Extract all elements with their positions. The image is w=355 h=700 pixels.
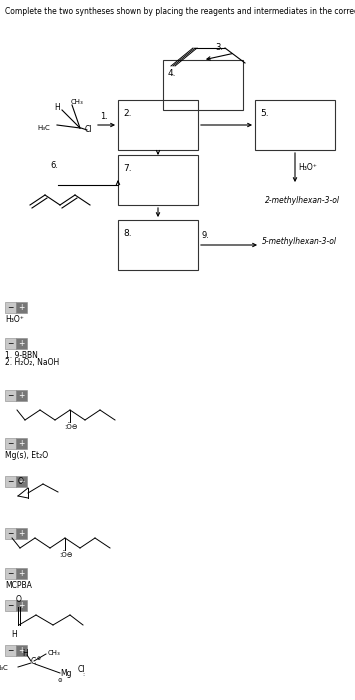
Bar (5, 568, 16, 579)
Bar (16, 438, 27, 449)
Text: +: + (18, 529, 24, 538)
Bar (163, 60, 243, 110)
Text: H: H (54, 104, 60, 113)
Bar (16, 476, 27, 487)
Bar (16, 528, 27, 539)
Text: 2.: 2. (123, 109, 131, 118)
Text: −: − (7, 303, 13, 312)
Text: MCPBA: MCPBA (5, 581, 32, 590)
Text: Complete the two syntheses shown by placing the reagents and intermediates in th: Complete the two syntheses shown by plac… (5, 7, 355, 16)
Text: 9.: 9. (202, 231, 210, 240)
Text: H₃O⁺: H₃O⁺ (298, 164, 317, 172)
Text: 1. 9-BBN: 1. 9-BBN (5, 351, 38, 360)
Bar (255, 100, 335, 150)
Bar (16, 645, 27, 656)
Text: :: : (82, 673, 84, 678)
Bar (5, 528, 16, 539)
Text: −: − (7, 439, 13, 448)
Text: +: + (18, 477, 24, 486)
Text: +: + (18, 339, 24, 348)
Text: H₃C: H₃C (0, 665, 8, 671)
Text: Cl: Cl (85, 125, 93, 134)
Text: −: − (7, 646, 13, 655)
Text: :Ö⊖: :Ö⊖ (59, 551, 73, 558)
Text: Mg(s), Et₂O: Mg(s), Et₂O (5, 451, 48, 460)
Text: ⊕: ⊕ (37, 657, 41, 661)
Text: CH₃: CH₃ (48, 650, 61, 656)
Text: −: − (7, 339, 13, 348)
Text: :Ö⊖: :Ö⊖ (64, 423, 78, 430)
Bar (16, 600, 27, 611)
Text: −: − (7, 601, 13, 610)
Bar (5, 600, 16, 611)
Bar (16, 338, 27, 349)
Text: 5.: 5. (260, 109, 269, 118)
Text: 1.: 1. (100, 112, 108, 121)
Text: 2. H₂O₂, NaOH: 2. H₂O₂, NaOH (5, 358, 59, 367)
Text: 8.: 8. (123, 229, 132, 238)
Text: 4.: 4. (168, 69, 176, 78)
Text: O: O (16, 595, 22, 604)
Text: H₃C: H₃C (37, 125, 50, 131)
Bar (5, 438, 16, 449)
Bar (5, 338, 16, 349)
Bar (5, 302, 16, 313)
Text: 5-methylhexan-3-ol: 5-methylhexan-3-ol (262, 237, 337, 246)
Bar (5, 390, 16, 401)
Text: Cl: Cl (78, 666, 86, 675)
Text: H: H (11, 630, 17, 639)
Bar (118, 155, 198, 205)
Text: −: − (7, 477, 13, 486)
Text: 7.: 7. (123, 164, 132, 173)
Bar (16, 302, 27, 313)
Bar (5, 476, 16, 487)
Text: −: − (7, 569, 13, 578)
Text: +: + (18, 601, 24, 610)
Text: H₃O⁺: H₃O⁺ (5, 315, 24, 324)
Text: H: H (22, 648, 28, 657)
Bar (16, 568, 27, 579)
Text: +: + (18, 569, 24, 578)
Text: +: + (18, 439, 24, 448)
Text: +: + (18, 391, 24, 400)
Bar (5, 645, 16, 656)
Bar (118, 100, 198, 150)
Text: CH₃: CH₃ (71, 99, 84, 105)
Text: ⊖: ⊖ (58, 678, 62, 683)
Text: C: C (31, 657, 36, 666)
Bar (118, 220, 198, 270)
Text: 3.: 3. (215, 43, 223, 52)
Bar (16, 390, 27, 401)
Text: +: + (18, 646, 24, 655)
Text: +: + (18, 303, 24, 312)
Text: −: − (7, 391, 13, 400)
Text: −: − (7, 529, 13, 538)
Text: 2-methylhexan-3-ol: 2-methylhexan-3-ol (265, 196, 340, 205)
Text: 6.: 6. (50, 161, 58, 170)
Text: O: O (18, 477, 24, 486)
Text: Mg: Mg (60, 668, 71, 678)
